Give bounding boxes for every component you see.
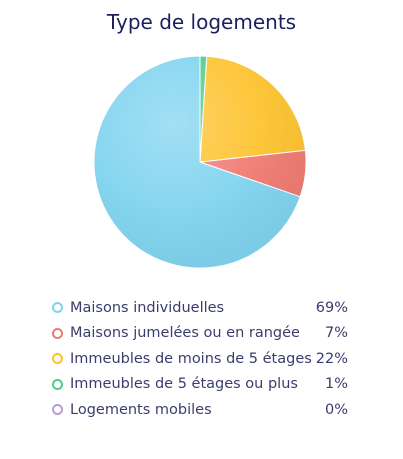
- pie-slice-immeubles-de-moins-de-5-etages[interactable]: [199, 55, 306, 163]
- pie-svg: [93, 55, 307, 269]
- pie-chart: [90, 52, 310, 272]
- legend-value: 1%: [324, 376, 348, 393]
- legend-label: Logements mobiles: [70, 401, 212, 418]
- legend-item-maisons-jumelees[interactable]: Maisons jumelées ou en rangée 7%: [52, 321, 348, 347]
- legend-marker-icon: [52, 353, 63, 365]
- chart-title: Type de logements: [106, 10, 297, 34]
- legend-label: Maisons individuelles: [70, 299, 225, 316]
- legend-value: 7%: [324, 325, 348, 342]
- legend-value: 0%: [324, 401, 348, 418]
- legend-marker-icon: [52, 302, 63, 314]
- legend-value: 22%: [315, 350, 348, 367]
- legend-label: Maisons jumelées ou en rangée: [70, 325, 300, 342]
- legend-value: 69%: [315, 299, 348, 316]
- legend-marker-icon: [52, 378, 63, 390]
- legend-label: Immeubles de 5 étages ou plus: [70, 376, 298, 393]
- legend-item-immeubles-moins-5[interactable]: Immeubles de moins de 5 étages 22%: [52, 346, 348, 372]
- legend-marker-icon: [52, 404, 63, 416]
- legend-item-immeubles-5-plus[interactable]: Immeubles de 5 étages ou plus 1%: [52, 372, 348, 398]
- legend: Maisons individuelles 69% Maisons jumelé…: [52, 295, 348, 423]
- legend-marker-icon: [52, 327, 63, 339]
- legend-item-logements-mobiles[interactable]: Logements mobiles 0%: [52, 397, 348, 423]
- legend-item-maisons-individuelles[interactable]: Maisons individuelles 69%: [52, 295, 348, 321]
- legend-label: Immeubles de moins de 5 étages: [70, 350, 312, 367]
